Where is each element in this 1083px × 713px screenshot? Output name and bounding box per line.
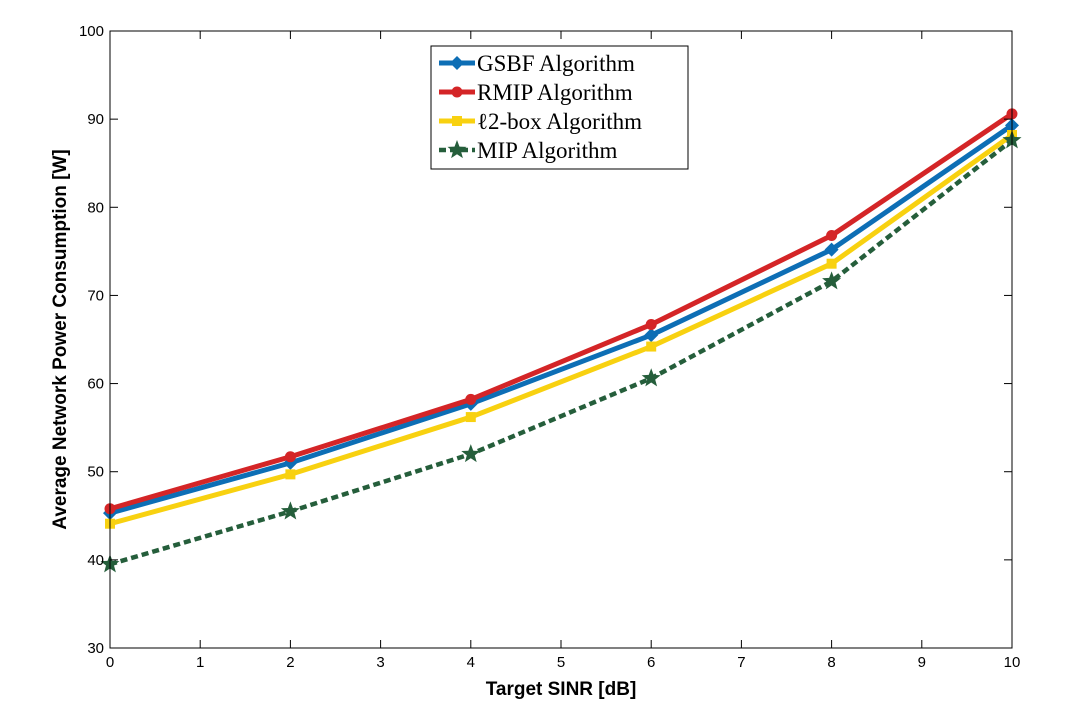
legend-label: GSBF Algorithm xyxy=(477,51,635,76)
x-axis-label: Target SINR [dB] xyxy=(486,679,637,700)
x-tick-label: 9 xyxy=(918,654,926,671)
legend-entry: MIP Algorithm xyxy=(439,138,617,163)
x-tick-label: 1 xyxy=(196,654,204,671)
legend-entry: ℓ2-box Algorithm xyxy=(439,109,642,134)
data-point xyxy=(285,469,296,480)
y-tick-label: 90 xyxy=(87,111,104,128)
data-point xyxy=(284,451,296,463)
chart-marks xyxy=(100,108,1022,573)
legend-entry: GSBF Algorithm xyxy=(439,51,635,76)
series-line xyxy=(109,138,1014,567)
legend-label: MIP Algorithm xyxy=(477,138,617,163)
y-tick-label: 80 xyxy=(87,199,104,216)
series-3 xyxy=(100,130,1022,573)
legend-marker xyxy=(450,56,464,70)
y-tick-label: 30 xyxy=(87,640,104,657)
legend-entry: RMIP Algorithm xyxy=(439,80,633,105)
x-tick-label: 10 xyxy=(1004,654,1021,671)
x-tick-label: 0 xyxy=(106,654,114,671)
legend-label: ℓ2-box Algorithm xyxy=(477,109,642,134)
y-tick-label: 100 xyxy=(79,23,104,40)
series-line xyxy=(109,123,1014,516)
data-point xyxy=(826,229,838,241)
x-tick-label: 3 xyxy=(376,654,384,671)
data-point xyxy=(645,319,657,331)
series-0 xyxy=(103,118,1019,521)
legend: GSBF Algorithm RMIP Algorithm ℓ2-box Algor… xyxy=(430,45,689,170)
legend-label: RMIP Algorithm xyxy=(477,80,633,105)
data-point xyxy=(646,341,657,352)
y-axis-label: Average Network Power Consumption [W] xyxy=(50,149,71,529)
x-tick-label: 6 xyxy=(647,654,655,671)
series-1 xyxy=(104,108,1018,515)
axis-ticks: 0 1 2 3 4 5 6 7 8 9 10 30 40 50 60 70 80 90 100 xyxy=(79,23,1020,671)
y-tick-label: 50 xyxy=(87,464,104,481)
y-tick-label: 40 xyxy=(87,552,104,569)
series-line xyxy=(109,132,1014,527)
y-tick-label: 70 xyxy=(87,287,104,304)
x-tick-label: 8 xyxy=(827,654,835,671)
series-line xyxy=(109,111,1014,512)
data-point xyxy=(465,412,476,423)
y-tick-label: 60 xyxy=(87,376,104,393)
x-tick-label: 7 xyxy=(737,654,745,671)
legend-marker xyxy=(451,86,463,98)
x-tick-label: 4 xyxy=(467,654,475,671)
x-tick-label: 5 xyxy=(557,654,565,671)
data-point xyxy=(826,258,837,269)
data-point xyxy=(824,242,839,257)
data-point xyxy=(461,444,481,463)
data-point xyxy=(465,393,477,405)
legend-marker xyxy=(452,116,462,126)
x-tick-label: 2 xyxy=(286,654,294,671)
data-point xyxy=(280,501,300,520)
data-point xyxy=(644,328,659,343)
data-point xyxy=(641,368,661,387)
data-point xyxy=(822,271,842,290)
legend-marker xyxy=(447,140,467,159)
